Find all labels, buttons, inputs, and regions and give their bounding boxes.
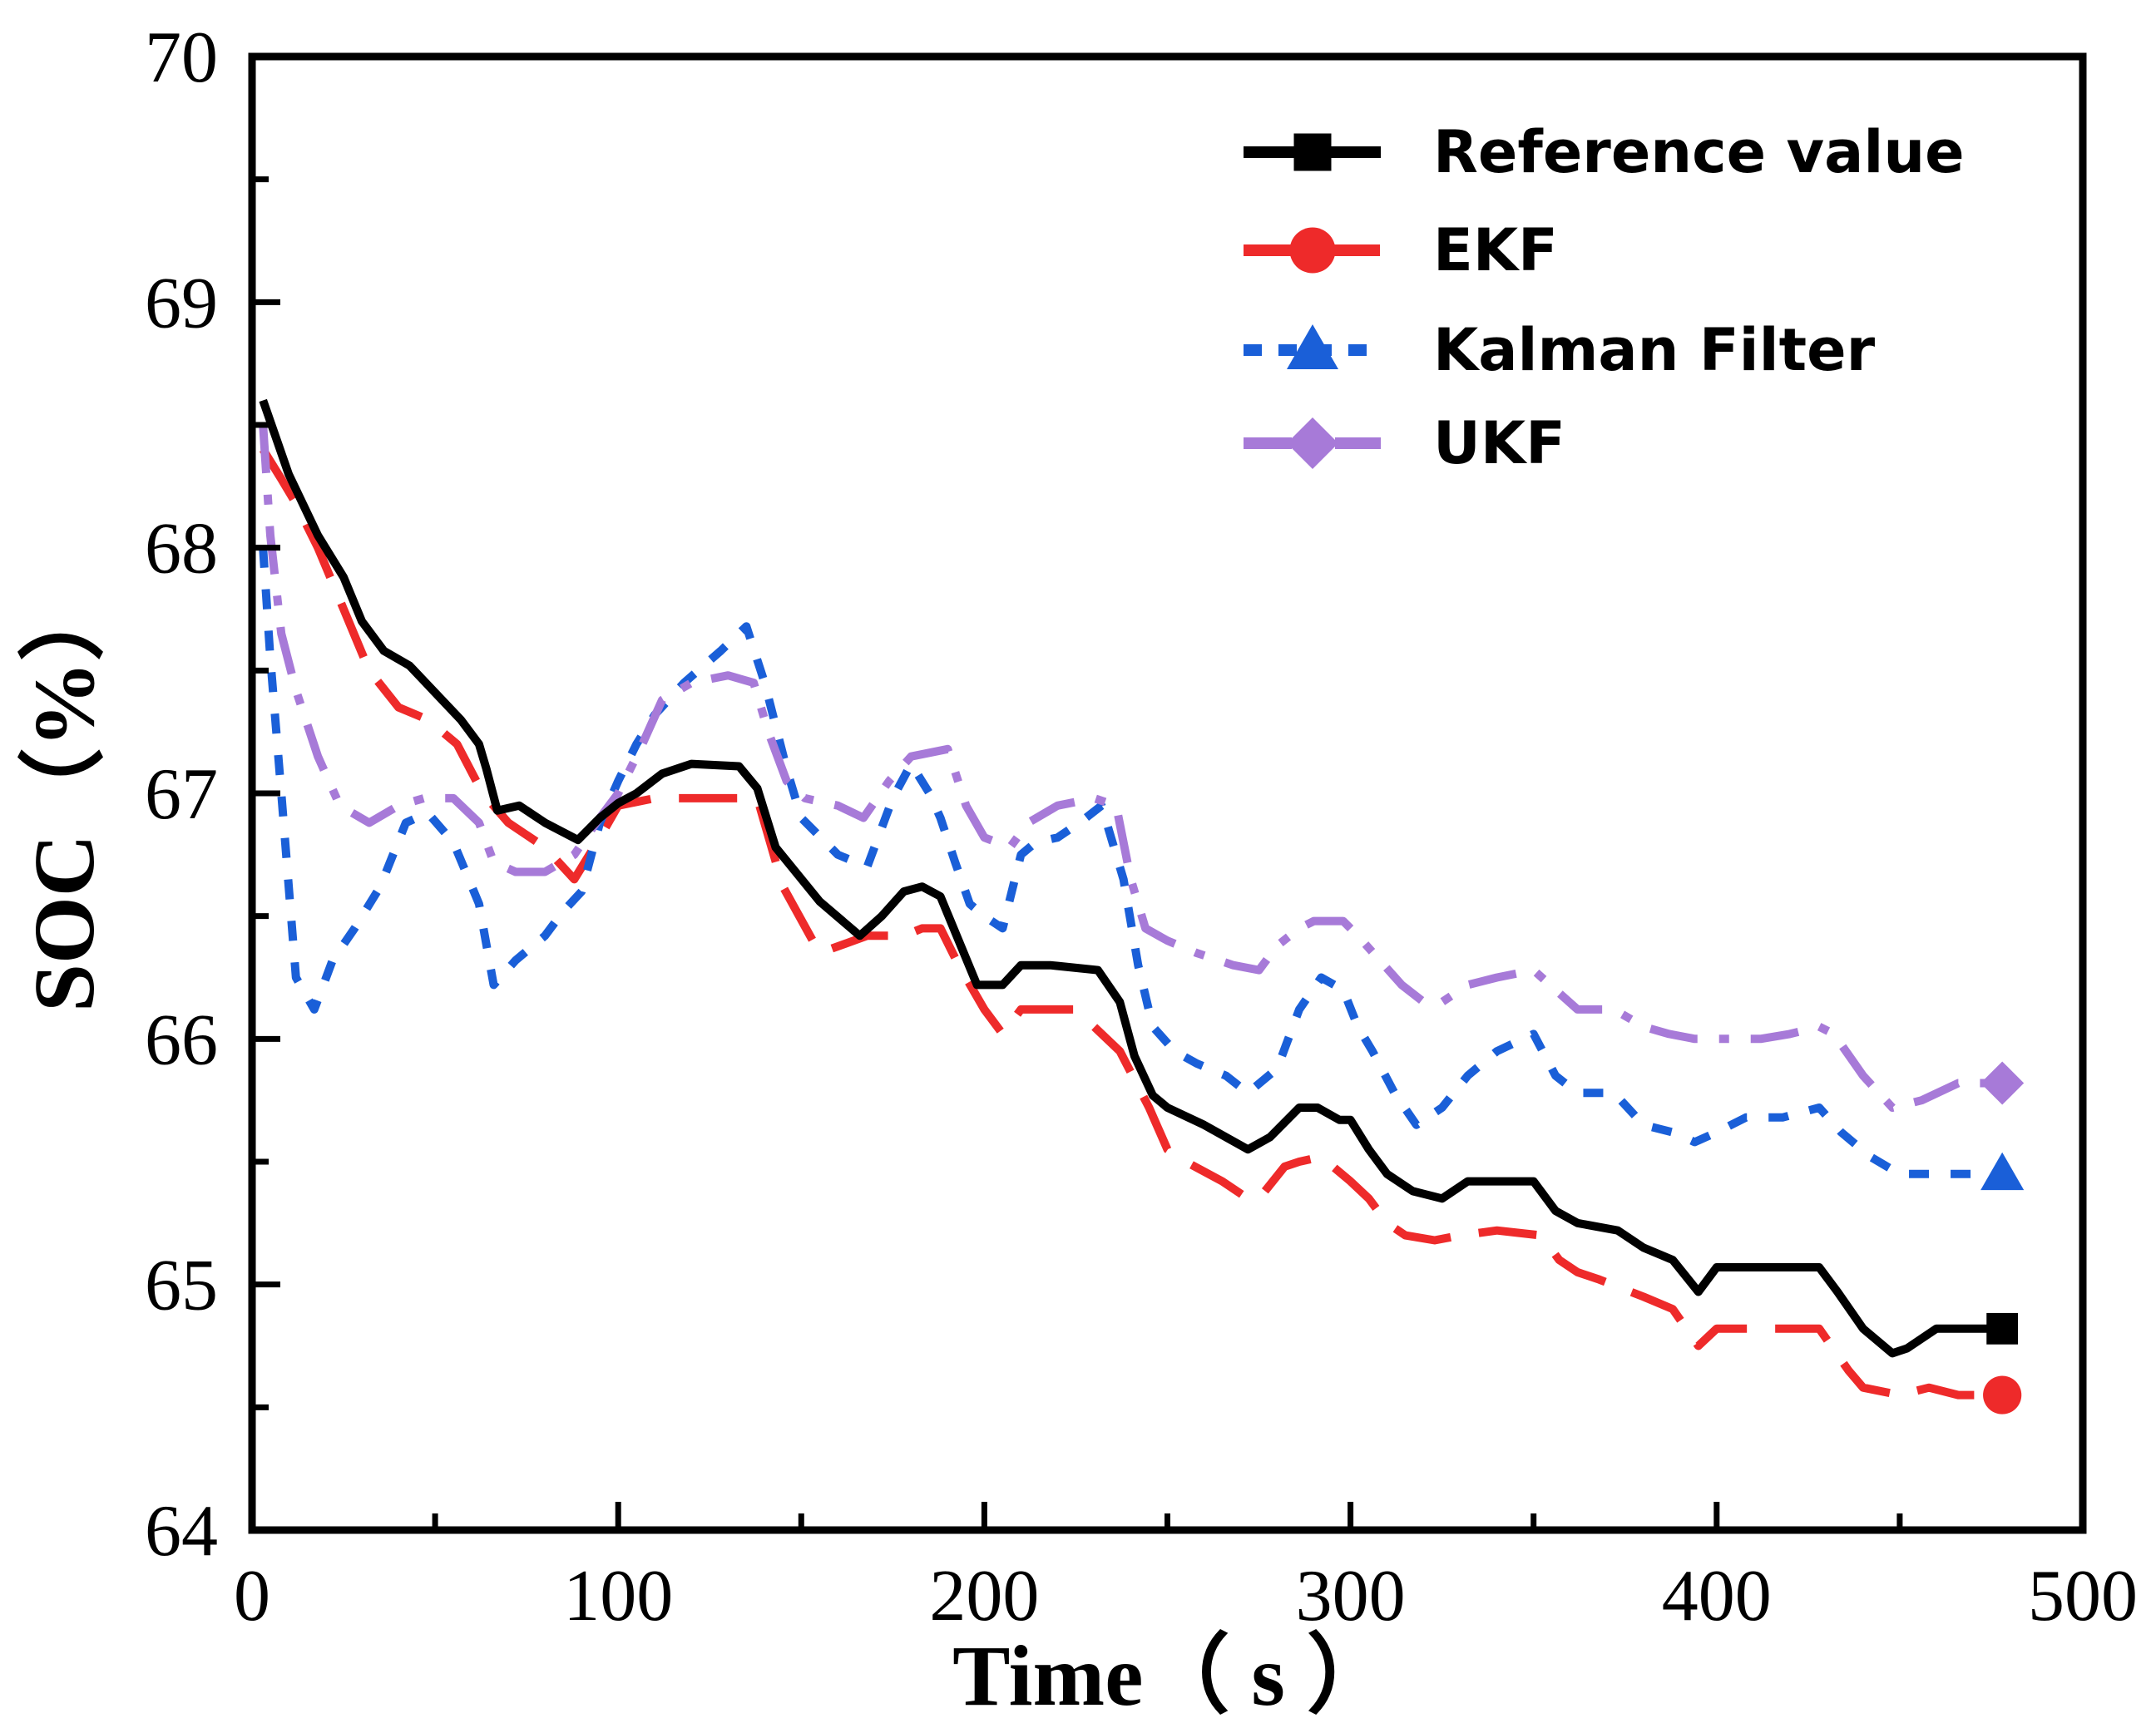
y-tick-label: 70 <box>145 17 218 98</box>
series-line-ekf <box>259 447 2003 1400</box>
legend-item-ukf: UKF <box>1244 409 1565 477</box>
y-axis-tick-labels: 64 65 66 67 68 69 70 <box>145 17 218 1572</box>
x-axis-tick-labels: 0 100 200 300 400 500 <box>234 1556 2138 1637</box>
series-end-marker-ukf <box>1980 1061 2025 1105</box>
legend-marker-kalman-filter <box>1287 324 1338 369</box>
series-line-kalman-filter <box>259 547 2003 1178</box>
legend-marker-ukf <box>1287 417 1338 469</box>
series-end-marker-kalman-filter <box>1980 1152 2025 1191</box>
x-tick-label: 500 <box>2028 1556 2138 1637</box>
series-line-ukf <box>259 424 2003 1112</box>
legend: Reference value EKF Kalman Filter UKF <box>1244 118 1965 477</box>
x-tick-label: 0 <box>234 1556 270 1637</box>
x-axis-ticks <box>249 1502 2086 1530</box>
series-end-marker-ekf <box>1983 1375 2022 1414</box>
y-tick-label: 67 <box>145 754 218 835</box>
y-tick-label: 69 <box>145 263 218 343</box>
legend-label-ekf: EKF <box>1433 216 1558 284</box>
legend-label-ukf: UKF <box>1433 409 1565 477</box>
legend-label-kalman-filter: Kalman Filter <box>1433 316 1876 384</box>
series-line-reference-value <box>259 398 2003 1358</box>
x-tick-label: 300 <box>1296 1556 1406 1637</box>
series-end-markers <box>1980 1061 2025 1414</box>
legend-label-reference-value: Reference value <box>1433 118 1965 186</box>
y-tick-label: 66 <box>145 1000 218 1080</box>
y-axis-ticks <box>252 53 280 1533</box>
legend-item-ekf: EKF <box>1244 216 1558 284</box>
y-tick-label: 64 <box>145 1491 218 1572</box>
x-tick-label: 200 <box>929 1556 1039 1637</box>
y-axis-title: SOC（%） <box>17 575 112 1012</box>
series-layer <box>259 398 2003 1400</box>
legend-item-kalman-filter: Kalman Filter <box>1244 316 1876 384</box>
x-axis-title: Time（ s ） <box>952 1628 1393 1724</box>
legend-marker-ekf <box>1289 227 1336 274</box>
y-tick-label: 65 <box>145 1246 218 1326</box>
x-tick-label: 400 <box>1662 1556 1772 1637</box>
legend-item-reference-value: Reference value <box>1244 118 1965 186</box>
y-tick-label: 68 <box>145 509 218 590</box>
legend-marker-reference-value <box>1293 133 1332 171</box>
series-end-marker-reference-value <box>1986 1312 2019 1345</box>
x-tick-label: 100 <box>563 1556 673 1637</box>
